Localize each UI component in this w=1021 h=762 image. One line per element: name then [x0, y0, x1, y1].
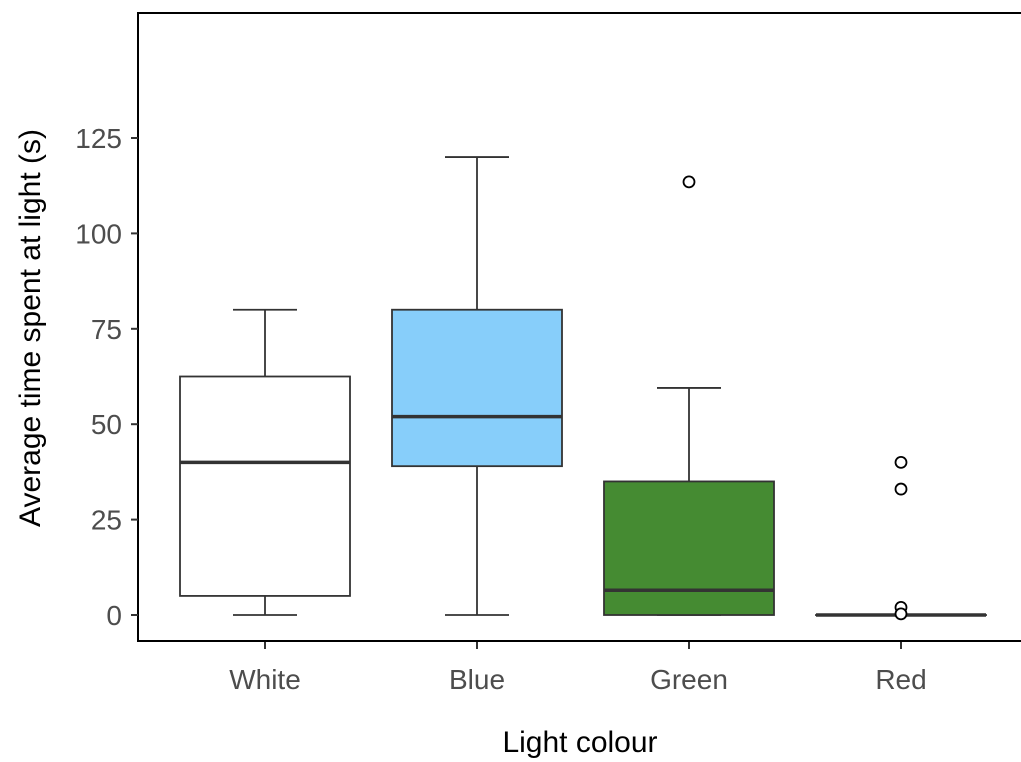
x-axis-title: Light colour: [502, 726, 657, 759]
y-tick-label: 0: [106, 600, 122, 631]
outlier-point: [894, 455, 908, 469]
iqr-box: [603, 480, 775, 616]
x-tick-label-blue: Blue: [449, 664, 505, 695]
x-tick-label-white: White: [229, 664, 301, 695]
outlier-point: [682, 175, 696, 189]
box-red: [815, 455, 987, 621]
y-tick-label: 25: [91, 505, 122, 536]
y-tick-label: 50: [91, 409, 122, 440]
y-tick-label: 100: [75, 218, 122, 249]
box-white: [179, 308, 351, 616]
box-green: [603, 175, 775, 616]
outlier-point: [894, 607, 908, 621]
box-blue: [391, 156, 563, 616]
x-tick-label-green: Green: [650, 664, 728, 695]
plot-area: [179, 156, 987, 621]
x-tick-label-red: Red: [875, 664, 926, 695]
y-axis-ticks: 0 25 50 75 100 125: [75, 123, 138, 631]
iqr-box: [391, 308, 563, 468]
y-axis-title: Average time spent at light (s): [14, 129, 47, 527]
y-tick-label: 75: [91, 314, 122, 345]
y-tick-label: 125: [75, 123, 122, 154]
outlier-point: [894, 482, 908, 496]
x-axis-ticks: White Blue Green Red: [229, 642, 927, 695]
iqr-box: [179, 375, 351, 597]
